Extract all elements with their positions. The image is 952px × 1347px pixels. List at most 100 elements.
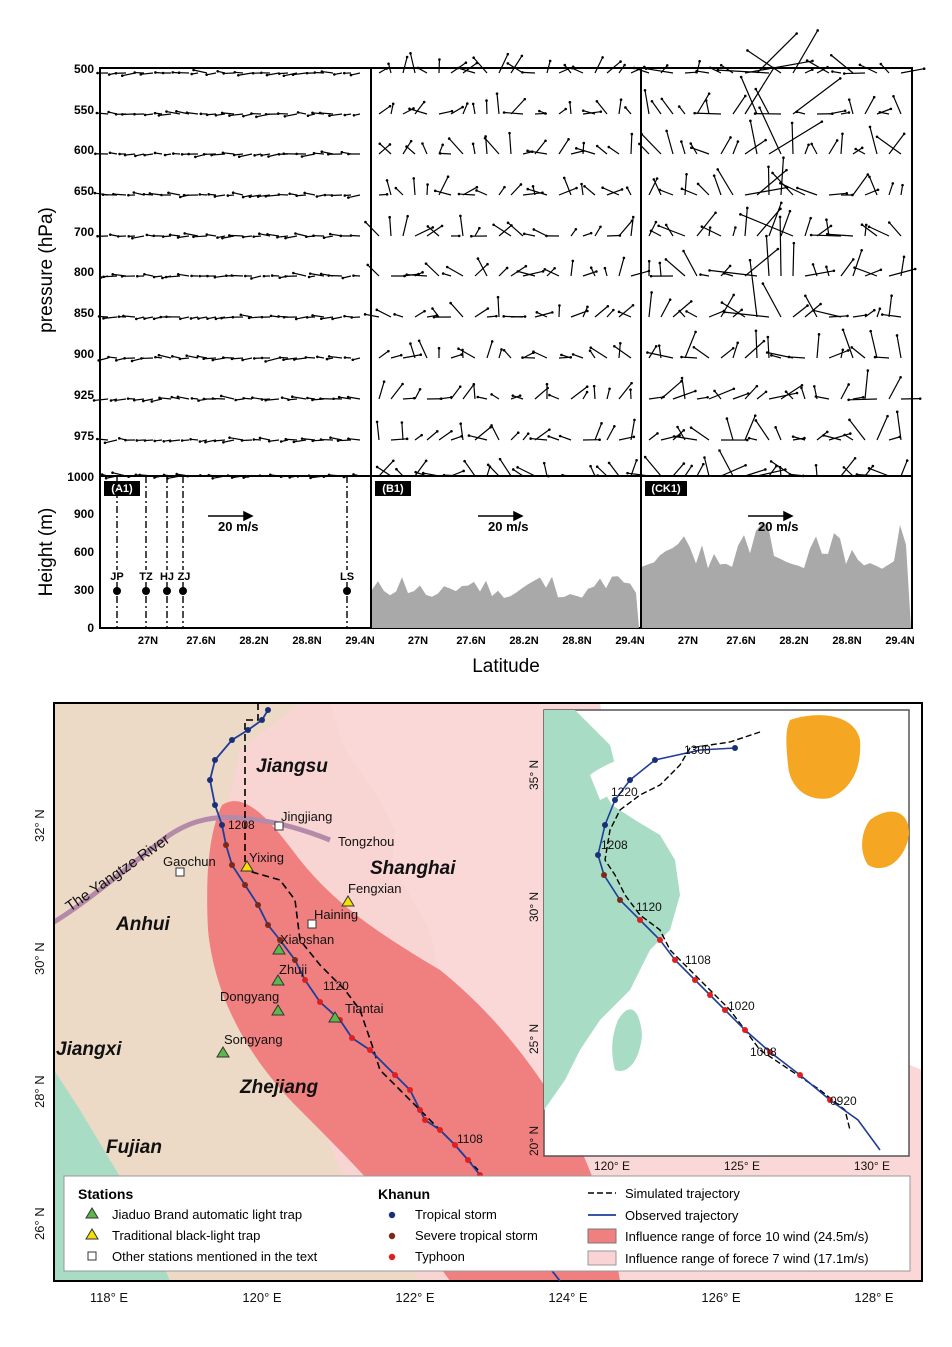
wind-vector (626, 187, 632, 196)
track-point (229, 862, 235, 868)
wind-vector (406, 146, 416, 155)
wind-vector (660, 380, 682, 400)
wind-vector (215, 113, 226, 116)
wind-vector (804, 217, 812, 237)
track-point (212, 802, 218, 808)
inset-track-label: 1108 (685, 953, 711, 967)
wind-vector (222, 235, 235, 239)
wind-vector-head (664, 223, 668, 227)
wind-vector (292, 72, 307, 76)
wind-vector-head (325, 357, 329, 361)
wind-vector (606, 388, 611, 400)
legend-item: Other stations mentioned in the text (112, 1249, 318, 1264)
wind-vector-head (216, 236, 219, 239)
wind-vector-head (522, 232, 526, 236)
wind-vector-head (776, 247, 780, 251)
wind-vector (868, 467, 890, 477)
wind-vector-head (282, 152, 286, 156)
wind-vector (843, 466, 854, 477)
wind-vector-head (631, 215, 635, 219)
wind-vector-head (400, 421, 404, 424)
wind-vector-head (586, 309, 589, 313)
lat-tick: 28.8N (832, 635, 861, 647)
wind-vector-head (574, 227, 578, 231)
lat-tick: 27.6N (186, 635, 215, 647)
wind-vector-head (276, 235, 279, 239)
wind-vector (844, 434, 854, 441)
wind-vector-head (421, 142, 424, 145)
wind-vector (618, 64, 626, 74)
wind-vector-head (842, 466, 846, 469)
inset-lat-tick: 30° N (527, 892, 541, 922)
wind-vector-head (159, 315, 163, 319)
wind-vector-head (176, 236, 180, 239)
wind-vector-head (716, 68, 720, 72)
wind-vector-head (457, 234, 461, 238)
wind-vector (651, 100, 662, 115)
wind-vector (630, 134, 633, 155)
wind-vector-head (860, 249, 864, 252)
wind-vector (474, 227, 480, 237)
wind-vector-head (779, 181, 782, 185)
wind-vector-head (158, 396, 161, 400)
wind-vector (864, 309, 875, 318)
wind-vector-head (337, 395, 341, 399)
wind-vector (294, 357, 307, 361)
lon-tick: 118° E (90, 1290, 129, 1305)
pressure-tick: 1000 (67, 470, 94, 484)
wind-vector-head (168, 439, 172, 443)
wind-vector-head (152, 275, 156, 279)
wind-vector-head (152, 234, 156, 238)
wind-vector-head (838, 77, 842, 80)
wind-vector-head (126, 397, 130, 400)
wind-vector-head (117, 315, 121, 318)
wind-vector-head (231, 191, 235, 194)
wind-vector (815, 465, 818, 477)
wind-vector-head (260, 398, 264, 401)
wind-vector-head (157, 353, 161, 357)
wind-vector (284, 113, 298, 117)
wind-vector (875, 356, 890, 359)
wind-vector (648, 396, 664, 400)
wind-vector-head (812, 309, 816, 312)
wind-vector (238, 72, 253, 76)
wind-vector (269, 439, 280, 442)
wind-vector-head (409, 52, 412, 55)
wind-vector-head (205, 113, 209, 117)
wind-vector-head (521, 356, 524, 359)
wind-vector-head (336, 439, 340, 442)
wind-vector (503, 315, 524, 318)
wind-vector (785, 391, 794, 400)
wind-vector-head (213, 195, 217, 198)
wind-vector-head (222, 440, 225, 444)
wind-vector (177, 396, 190, 400)
inset-lat-tick: 20° N (527, 1126, 541, 1156)
wind-vector (122, 72, 136, 77)
wind-vector (144, 439, 154, 442)
track-label: 1108 (457, 1132, 483, 1146)
wind-vector (510, 395, 521, 400)
province-label: Jiangsu (256, 756, 328, 777)
wind-vector (548, 435, 560, 441)
wind-vector-head (339, 234, 343, 238)
inset-track-label: 1308 (684, 743, 711, 757)
wind-vector (378, 350, 389, 359)
wind-vector-head (277, 315, 280, 318)
wind-vector (149, 192, 163, 196)
wind-vector-head (185, 111, 189, 114)
wind-vector (572, 353, 584, 359)
wind-vector (177, 235, 190, 239)
wind-vector-head (120, 113, 124, 116)
wind-vector-head (858, 63, 862, 67)
wind-vector-head (523, 315, 527, 318)
wind-vector-head (764, 138, 767, 142)
wind-vector (749, 260, 758, 318)
wind-vector-head (109, 399, 113, 402)
wind-vector-head (412, 107, 415, 110)
wind-vector-head (306, 396, 309, 400)
wind-vector-head (638, 142, 641, 146)
wind-vector (582, 143, 585, 155)
wind-vector (206, 234, 217, 237)
wind-vector-head (107, 355, 110, 359)
wind-vector (569, 102, 572, 115)
